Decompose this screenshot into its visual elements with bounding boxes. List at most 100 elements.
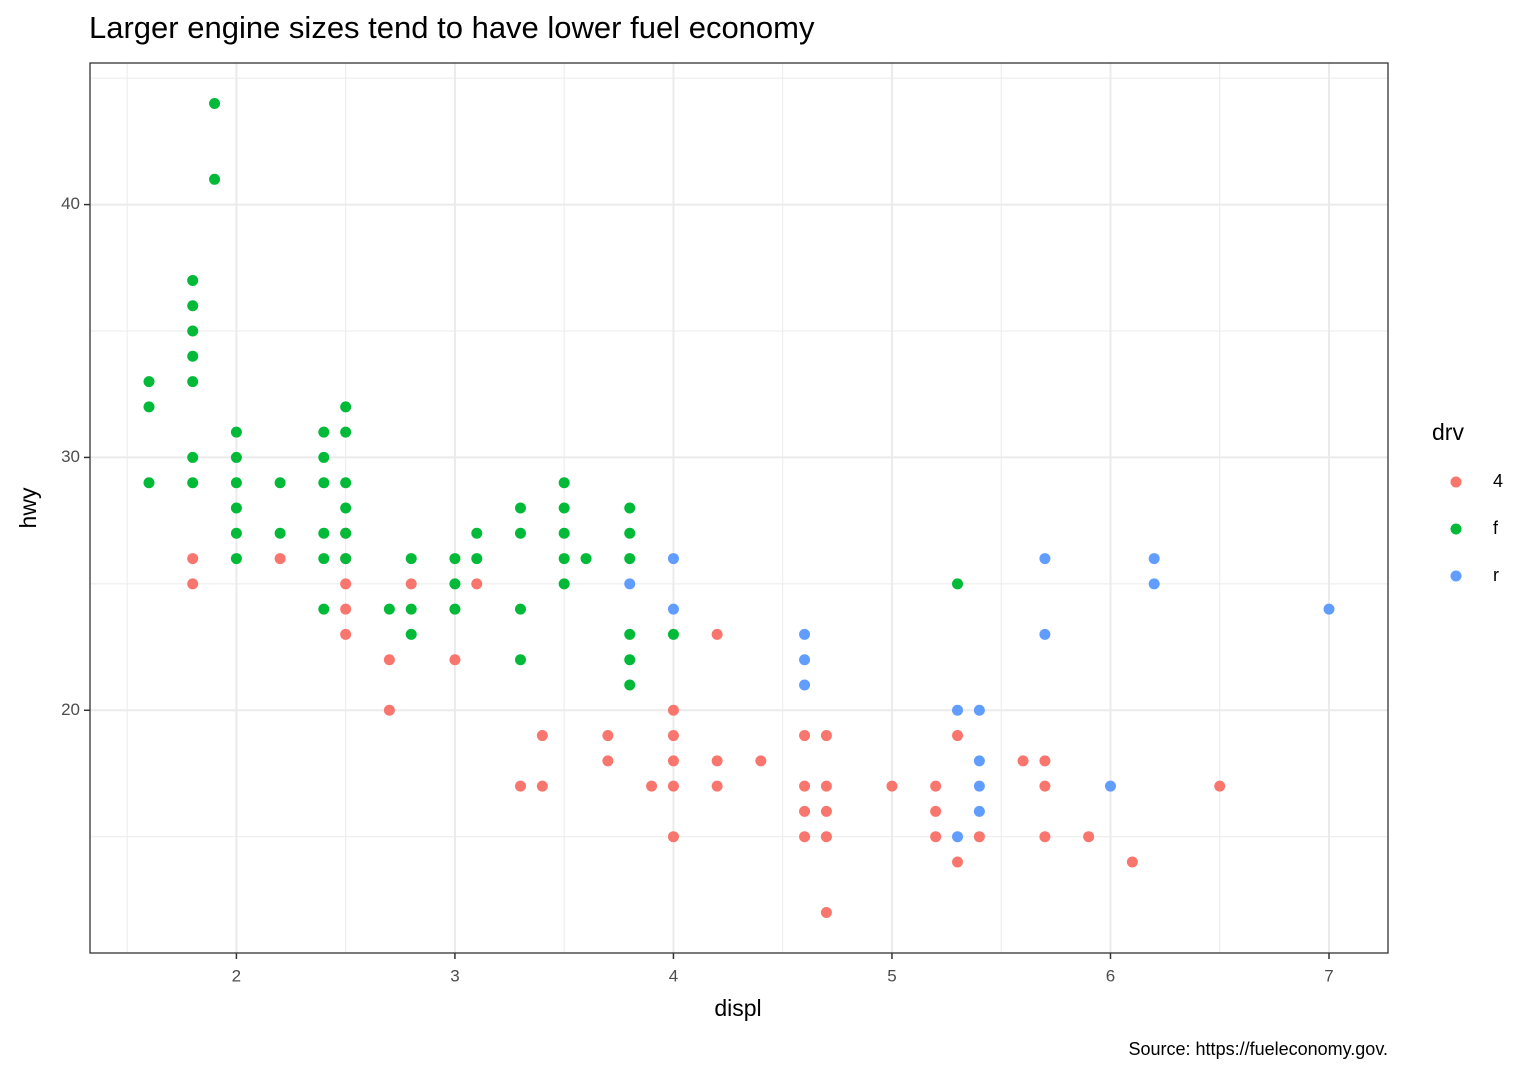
point	[930, 831, 942, 843]
point	[514, 502, 526, 514]
point	[143, 401, 155, 413]
point	[340, 527, 352, 539]
point	[536, 730, 548, 742]
point	[711, 628, 723, 640]
point	[340, 401, 352, 413]
point	[187, 350, 199, 362]
point	[624, 578, 636, 590]
point	[340, 553, 352, 565]
point	[318, 527, 330, 539]
point	[820, 730, 832, 742]
point	[230, 426, 242, 438]
point	[820, 780, 832, 792]
x-tick-label: 3	[450, 966, 459, 985]
point	[799, 831, 811, 843]
point	[471, 553, 483, 565]
point	[1126, 856, 1138, 868]
point	[646, 780, 658, 792]
point	[514, 780, 526, 792]
point	[973, 704, 985, 716]
point	[1083, 831, 1095, 843]
point	[230, 477, 242, 489]
point	[952, 831, 964, 843]
point	[274, 527, 286, 539]
point	[952, 730, 964, 742]
point	[274, 553, 286, 565]
point	[1148, 553, 1160, 565]
point	[318, 426, 330, 438]
point	[187, 300, 199, 312]
y-tick-label: 30	[61, 447, 80, 466]
y-tick-label: 40	[61, 194, 80, 213]
point	[624, 679, 636, 691]
point	[886, 780, 898, 792]
point	[318, 451, 330, 463]
point	[318, 477, 330, 489]
point	[230, 527, 242, 539]
point	[624, 527, 636, 539]
point	[602, 755, 614, 767]
y-axis-label: hwy	[15, 487, 41, 528]
point	[799, 679, 811, 691]
legend-label: 4	[1493, 471, 1503, 491]
x-tick-label: 7	[1324, 966, 1333, 985]
point	[667, 730, 679, 742]
point	[514, 527, 526, 539]
point	[230, 553, 242, 565]
point	[340, 603, 352, 615]
legend-label: f	[1493, 518, 1499, 538]
y-tick-label: 20	[61, 700, 80, 719]
point	[383, 704, 395, 716]
point	[558, 502, 570, 514]
point	[558, 578, 570, 590]
point	[799, 654, 811, 666]
point	[230, 451, 242, 463]
point	[187, 376, 199, 388]
point	[624, 502, 636, 514]
point	[711, 780, 723, 792]
legend-title: drv	[1432, 419, 1464, 445]
point	[514, 603, 526, 615]
point	[667, 603, 679, 615]
chart-title: Larger engine sizes tend to have lower f…	[89, 10, 815, 45]
x-tick-label: 5	[887, 966, 896, 985]
point	[711, 755, 723, 767]
point	[667, 780, 679, 792]
point	[143, 376, 155, 388]
point	[209, 97, 221, 109]
caption: Source: https://fueleconomy.gov.	[1129, 1039, 1388, 1059]
point	[1039, 780, 1051, 792]
point	[449, 654, 461, 666]
x-tick-label: 4	[669, 966, 678, 985]
point	[449, 553, 461, 565]
point	[755, 755, 767, 767]
point	[405, 553, 417, 565]
plot-border	[89, 62, 1389, 954]
point	[449, 603, 461, 615]
point	[1039, 831, 1051, 843]
point	[187, 451, 199, 463]
point	[449, 578, 461, 590]
x-tick-label: 6	[1106, 966, 1115, 985]
point	[820, 907, 832, 919]
point	[187, 477, 199, 489]
point	[952, 704, 964, 716]
point	[930, 780, 942, 792]
point	[820, 805, 832, 817]
point	[558, 527, 570, 539]
point	[405, 603, 417, 615]
point	[799, 628, 811, 640]
x-axis-label: displ	[714, 995, 761, 1021]
point	[230, 502, 242, 514]
point	[143, 477, 155, 489]
point	[187, 325, 199, 337]
point	[973, 755, 985, 767]
point	[667, 553, 679, 565]
point	[187, 553, 199, 565]
point	[514, 654, 526, 666]
point	[1148, 578, 1160, 590]
point	[952, 856, 964, 868]
point	[1323, 603, 1335, 615]
point	[667, 628, 679, 640]
point	[1104, 780, 1116, 792]
